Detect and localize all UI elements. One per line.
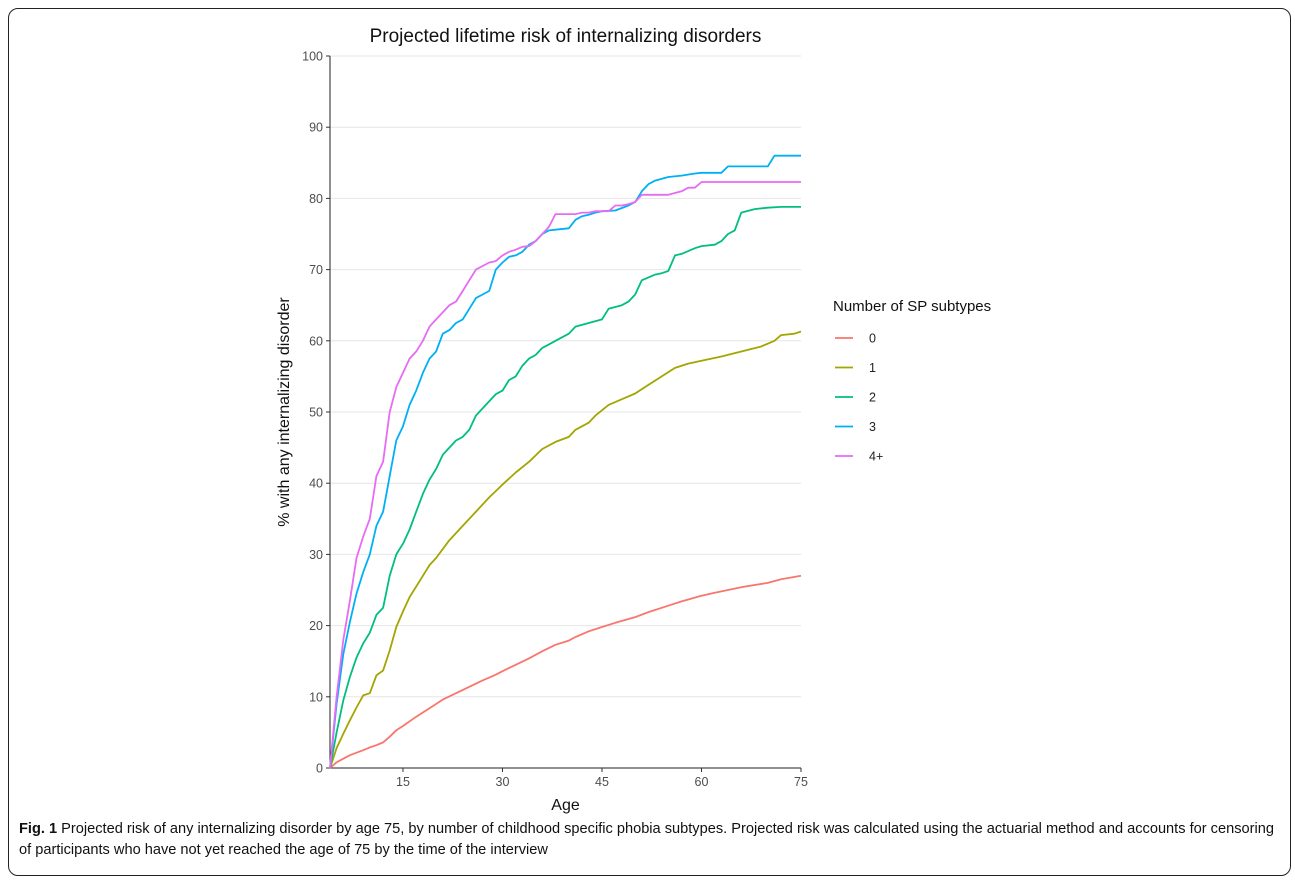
- legend-label: 1: [869, 361, 876, 375]
- legend-label: 2: [869, 391, 876, 405]
- legend-label: 4+: [869, 450, 883, 464]
- grid-lines: [330, 55, 801, 769]
- x-tick-label: 45: [595, 775, 609, 789]
- x-tick-label: 15: [396, 775, 410, 789]
- y-tick-label: 100: [302, 50, 323, 64]
- x-tick-label: 30: [496, 775, 510, 789]
- x-tick-label: 60: [695, 775, 709, 789]
- series-line-0: [329, 574, 802, 769]
- legend: Number of SP subtypes 0 1 2 3 4+: [833, 298, 991, 464]
- series-line-4plus: [329, 181, 801, 769]
- y-tick-label: 90: [309, 121, 323, 135]
- figure-frame: [8, 8, 1291, 876]
- y-tick-label: 0: [316, 762, 323, 776]
- y-tick-label: 30: [309, 548, 323, 562]
- y-axis-label: % with any internalizing disorder: [276, 297, 293, 527]
- legend-label: 0: [869, 332, 876, 346]
- x-tick-label: 75: [794, 775, 808, 789]
- y-tick-label: 50: [309, 406, 323, 420]
- series-line-3: [329, 154, 801, 769]
- y-tick-label: 60: [309, 334, 323, 348]
- chart-title: Projected lifetime risk of internalizing…: [370, 26, 762, 47]
- y-tick-label: 10: [309, 690, 323, 704]
- legend-title: Number of SP subtypes: [833, 298, 991, 315]
- y-tick-label: 70: [309, 263, 323, 277]
- x-axis-label: Age: [551, 797, 580, 814]
- series-line-1: [329, 330, 802, 769]
- series-line-2: [329, 205, 801, 769]
- legend-label: 3: [869, 420, 876, 434]
- y-tick-label: 40: [309, 477, 323, 491]
- figure-caption: Fig. 1 Projected risk of any internalizi…: [19, 819, 1281, 861]
- caption-label: Fig. 1: [19, 821, 58, 837]
- caption-text: Projected risk of any internalizing diso…: [19, 821, 1274, 858]
- chart-labels: 0 10 20 30 40 50 60 70 80 90 100 15 30 45 60 75 Projecte…: [276, 26, 808, 814]
- y-tick-label: 80: [309, 192, 323, 206]
- axes: [326, 55, 802, 772]
- y-tick-label: 20: [309, 619, 323, 633]
- series-lines: [329, 154, 802, 769]
